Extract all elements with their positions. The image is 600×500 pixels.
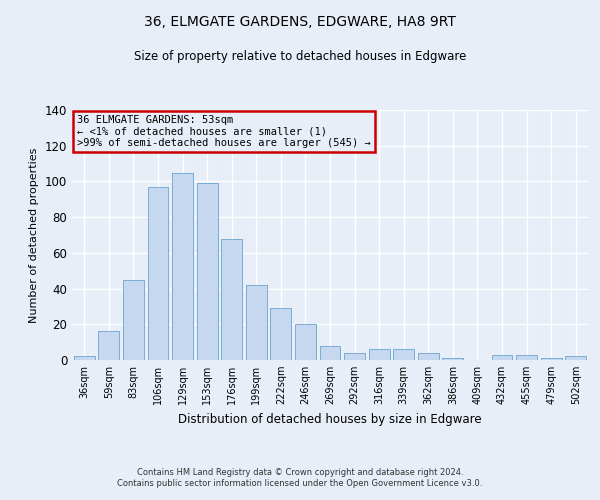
Bar: [418, 353, 439, 360]
Bar: [320, 346, 340, 360]
Bar: [148, 187, 169, 360]
Bar: [393, 350, 414, 360]
Bar: [516, 354, 537, 360]
Bar: [442, 358, 463, 360]
Bar: [491, 354, 512, 360]
Bar: [344, 353, 365, 360]
Bar: [197, 183, 218, 360]
Bar: [74, 356, 95, 360]
Bar: [246, 285, 267, 360]
Bar: [172, 172, 193, 360]
Bar: [295, 324, 316, 360]
Text: Size of property relative to detached houses in Edgware: Size of property relative to detached ho…: [134, 50, 466, 63]
Bar: [271, 308, 292, 360]
Bar: [368, 350, 389, 360]
Text: 36 ELMGATE GARDENS: 53sqm
← <1% of detached houses are smaller (1)
>99% of semi-: 36 ELMGATE GARDENS: 53sqm ← <1% of detac…: [77, 115, 371, 148]
Y-axis label: Number of detached properties: Number of detached properties: [29, 148, 39, 322]
Bar: [123, 280, 144, 360]
X-axis label: Distribution of detached houses by size in Edgware: Distribution of detached houses by size …: [178, 412, 482, 426]
Bar: [221, 238, 242, 360]
Text: Contains HM Land Registry data © Crown copyright and database right 2024.
Contai: Contains HM Land Registry data © Crown c…: [118, 468, 482, 487]
Text: 36, ELMGATE GARDENS, EDGWARE, HA8 9RT: 36, ELMGATE GARDENS, EDGWARE, HA8 9RT: [144, 15, 456, 29]
Bar: [565, 356, 586, 360]
Bar: [98, 332, 119, 360]
Bar: [541, 358, 562, 360]
